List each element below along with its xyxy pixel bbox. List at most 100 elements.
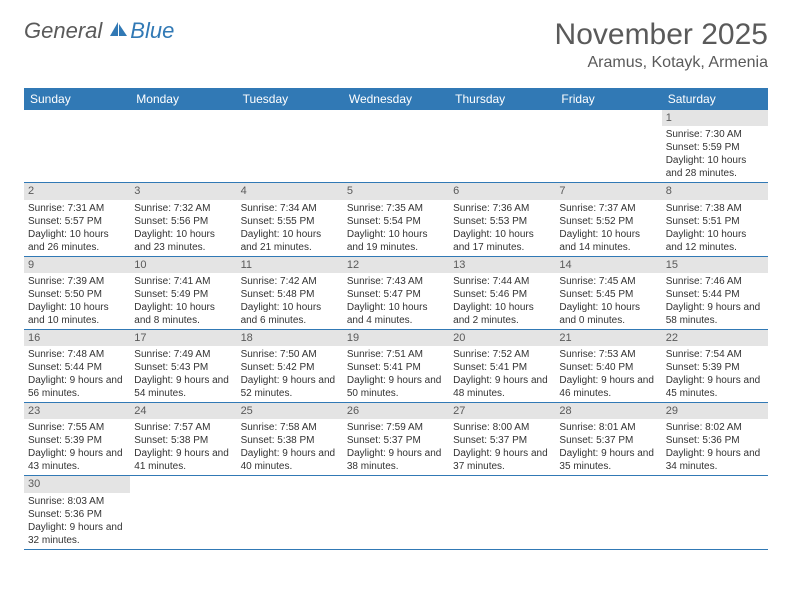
sunrise-text: Sunrise: 7:51 AM [347,348,445,361]
daylight-text: Daylight: 10 hours and 8 minutes. [134,301,232,327]
day-content: Sunrise: 7:41 AMSunset: 5:49 PMDaylight:… [130,273,236,329]
sunset-text: Sunset: 5:55 PM [241,215,339,228]
day-cell [343,110,449,182]
day-cell: 16Sunrise: 7:48 AMSunset: 5:44 PMDayligh… [24,330,130,402]
sunset-text: Sunset: 5:54 PM [347,215,445,228]
day-number: 1 [662,110,768,126]
sunrise-text: Sunrise: 8:01 AM [559,421,657,434]
day-number: 6 [449,183,555,199]
day-cell: 2Sunrise: 7:31 AMSunset: 5:57 PMDaylight… [24,183,130,255]
daylight-text: Daylight: 10 hours and 14 minutes. [559,228,657,254]
day-content: Sunrise: 8:03 AMSunset: 5:36 PMDaylight:… [24,493,130,549]
day-content: Sunrise: 8:01 AMSunset: 5:37 PMDaylight:… [555,419,661,475]
daylight-text: Daylight: 10 hours and 2 minutes. [453,301,551,327]
day-content: Sunrise: 7:37 AMSunset: 5:52 PMDaylight:… [555,200,661,256]
day-cell [555,476,661,548]
day-cell: 20Sunrise: 7:52 AMSunset: 5:41 PMDayligh… [449,330,555,402]
day-content: Sunrise: 7:32 AMSunset: 5:56 PMDaylight:… [130,200,236,256]
daylight-text: Daylight: 9 hours and 34 minutes. [666,447,764,473]
day-cell: 22Sunrise: 7:54 AMSunset: 5:39 PMDayligh… [662,330,768,402]
sunrise-text: Sunrise: 7:54 AM [666,348,764,361]
day-number: 23 [24,403,130,419]
sunrise-text: Sunrise: 7:55 AM [28,421,126,434]
day-content: Sunrise: 7:39 AMSunset: 5:50 PMDaylight:… [24,273,130,329]
sunrise-text: Sunrise: 7:32 AM [134,202,232,215]
day-number: 22 [662,330,768,346]
week-row: 1Sunrise: 7:30 AMSunset: 5:59 PMDaylight… [24,110,768,183]
day-number: 10 [130,257,236,273]
week-row: 9Sunrise: 7:39 AMSunset: 5:50 PMDaylight… [24,257,768,330]
day-content: Sunrise: 7:36 AMSunset: 5:53 PMDaylight:… [449,200,555,256]
sunrise-text: Sunrise: 7:36 AM [453,202,551,215]
day-content: Sunrise: 7:46 AMSunset: 5:44 PMDaylight:… [662,273,768,329]
sunrise-text: Sunrise: 7:57 AM [134,421,232,434]
sail-icon [108,20,130,43]
sunrise-text: Sunrise: 7:59 AM [347,421,445,434]
daylight-text: Daylight: 10 hours and 28 minutes. [666,154,764,180]
day-number: 20 [449,330,555,346]
day-content: Sunrise: 7:55 AMSunset: 5:39 PMDaylight:… [24,419,130,475]
day-cell: 7Sunrise: 7:37 AMSunset: 5:52 PMDaylight… [555,183,661,255]
sunset-text: Sunset: 5:48 PM [241,288,339,301]
day-cell [343,476,449,548]
day-content: Sunrise: 7:38 AMSunset: 5:51 PMDaylight:… [662,200,768,256]
day-cell: 8Sunrise: 7:38 AMSunset: 5:51 PMDaylight… [662,183,768,255]
day-cell: 1Sunrise: 7:30 AMSunset: 5:59 PMDaylight… [662,110,768,182]
day-content: Sunrise: 7:53 AMSunset: 5:40 PMDaylight:… [555,346,661,402]
sunrise-text: Sunrise: 7:30 AM [666,128,764,141]
sunset-text: Sunset: 5:40 PM [559,361,657,374]
sunrise-text: Sunrise: 8:03 AM [28,495,126,508]
day-content: Sunrise: 7:54 AMSunset: 5:39 PMDaylight:… [662,346,768,402]
sunset-text: Sunset: 5:36 PM [28,508,126,521]
day-content: Sunrise: 7:57 AMSunset: 5:38 PMDaylight:… [130,419,236,475]
sunrise-text: Sunrise: 7:31 AM [28,202,126,215]
daylight-text: Daylight: 9 hours and 58 minutes. [666,301,764,327]
day-number: 4 [237,183,343,199]
day-content: Sunrise: 7:44 AMSunset: 5:46 PMDaylight:… [449,273,555,329]
day-cell: 14Sunrise: 7:45 AMSunset: 5:45 PMDayligh… [555,257,661,329]
calendar: SundayMondayTuesdayWednesdayThursdayFrid… [24,88,768,550]
day-header: Tuesday [237,88,343,110]
daylight-text: Daylight: 9 hours and 46 minutes. [559,374,657,400]
day-cell: 26Sunrise: 7:59 AMSunset: 5:37 PMDayligh… [343,403,449,475]
day-content: Sunrise: 7:51 AMSunset: 5:41 PMDaylight:… [343,346,449,402]
day-cell [237,476,343,548]
day-content: Sunrise: 7:49 AMSunset: 5:43 PMDaylight:… [130,346,236,402]
sunset-text: Sunset: 5:38 PM [134,434,232,447]
sunset-text: Sunset: 5:39 PM [28,434,126,447]
day-cell: 15Sunrise: 7:46 AMSunset: 5:44 PMDayligh… [662,257,768,329]
sunrise-text: Sunrise: 7:45 AM [559,275,657,288]
daylight-text: Daylight: 9 hours and 35 minutes. [559,447,657,473]
day-content: Sunrise: 8:00 AMSunset: 5:37 PMDaylight:… [449,419,555,475]
sunset-text: Sunset: 5:44 PM [28,361,126,374]
day-cell: 5Sunrise: 7:35 AMSunset: 5:54 PMDaylight… [343,183,449,255]
day-cell: 23Sunrise: 7:55 AMSunset: 5:39 PMDayligh… [24,403,130,475]
day-content: Sunrise: 7:30 AMSunset: 5:59 PMDaylight:… [662,126,768,182]
day-content: Sunrise: 7:31 AMSunset: 5:57 PMDaylight:… [24,200,130,256]
sunset-text: Sunset: 5:39 PM [666,361,764,374]
day-number: 24 [130,403,236,419]
sunrise-text: Sunrise: 7:38 AM [666,202,764,215]
daylight-text: Daylight: 10 hours and 23 minutes. [134,228,232,254]
sunrise-text: Sunrise: 7:35 AM [347,202,445,215]
day-number: 8 [662,183,768,199]
day-cell: 4Sunrise: 7:34 AMSunset: 5:55 PMDaylight… [237,183,343,255]
week-row: 30Sunrise: 8:03 AMSunset: 5:36 PMDayligh… [24,476,768,549]
day-content: Sunrise: 7:48 AMSunset: 5:44 PMDaylight:… [24,346,130,402]
day-cell: 28Sunrise: 8:01 AMSunset: 5:37 PMDayligh… [555,403,661,475]
day-cell: 10Sunrise: 7:41 AMSunset: 5:49 PMDayligh… [130,257,236,329]
daylight-text: Daylight: 9 hours and 50 minutes. [347,374,445,400]
daylight-text: Daylight: 10 hours and 21 minutes. [241,228,339,254]
sunset-text: Sunset: 5:36 PM [666,434,764,447]
week-row: 2Sunrise: 7:31 AMSunset: 5:57 PMDaylight… [24,183,768,256]
sunrise-text: Sunrise: 7:53 AM [559,348,657,361]
daylight-text: Daylight: 9 hours and 52 minutes. [241,374,339,400]
day-number: 12 [343,257,449,273]
sunset-text: Sunset: 5:37 PM [559,434,657,447]
daylight-text: Daylight: 10 hours and 4 minutes. [347,301,445,327]
day-number: 19 [343,330,449,346]
sunset-text: Sunset: 5:47 PM [347,288,445,301]
day-number: 9 [24,257,130,273]
sunset-text: Sunset: 5:42 PM [241,361,339,374]
sunrise-text: Sunrise: 7:43 AM [347,275,445,288]
